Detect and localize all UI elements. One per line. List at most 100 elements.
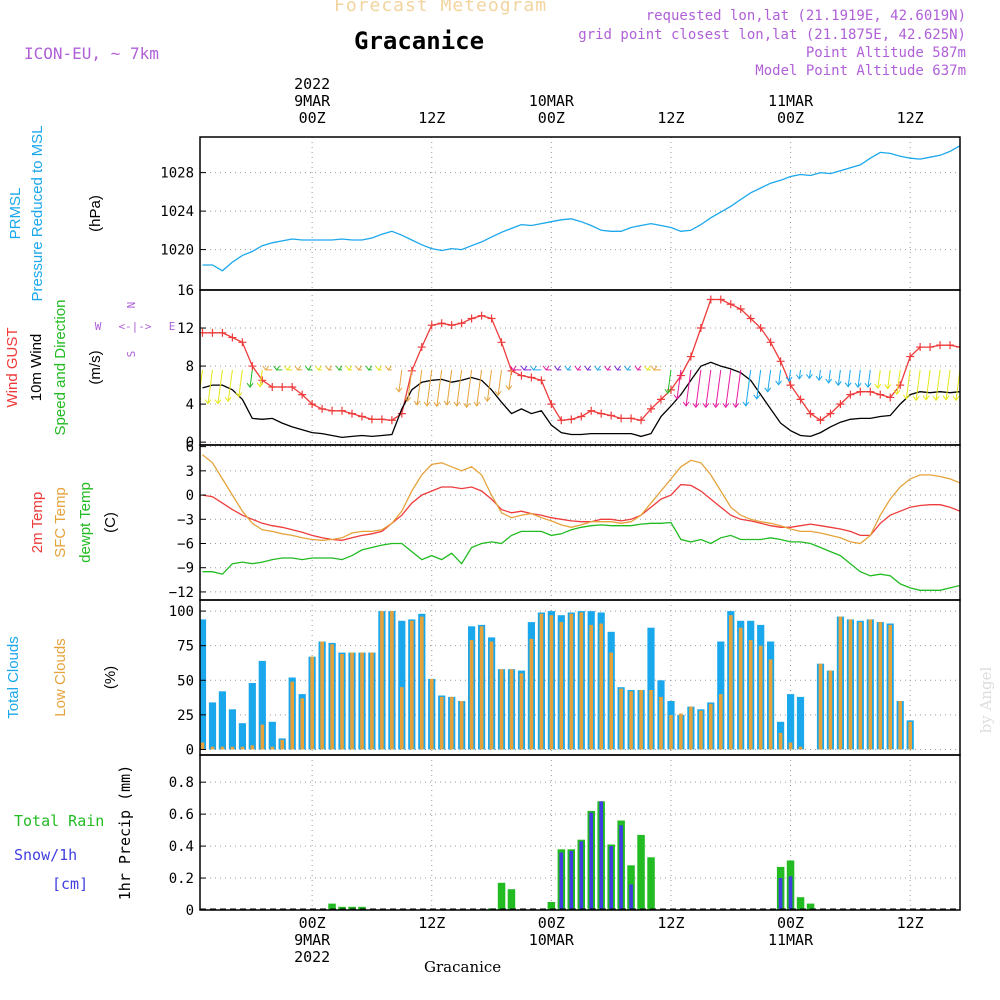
clouds-bar <box>599 623 603 750</box>
precip-bar <box>778 878 783 910</box>
clouds-bar <box>669 714 673 750</box>
gust-marker <box>926 343 935 352</box>
precip-bar <box>507 889 516 910</box>
top-time-label: 00Z <box>538 109 565 127</box>
temperature-ytick-label: 0 <box>186 488 194 504</box>
wind-arrow <box>847 369 851 387</box>
wind-arrow-head <box>742 401 750 407</box>
wind-arrow <box>837 369 841 386</box>
gust-marker <box>577 412 586 421</box>
precip-bar <box>589 812 593 910</box>
clouds-ytick-label: 25 <box>177 708 194 724</box>
wind-arrow <box>905 369 911 399</box>
gust-marker <box>736 305 745 314</box>
clouds-bar <box>210 746 215 750</box>
wind-arrow-head <box>433 402 441 408</box>
model-point-altitude: Model Point Altitude 637m <box>755 63 966 79</box>
clouds-bar <box>390 611 394 750</box>
clouds-bar <box>258 660 266 750</box>
clouds-bar <box>778 732 783 750</box>
wind-ytick-label: 0 <box>186 435 194 451</box>
clouds-bar <box>908 721 912 750</box>
wind-arrow-head <box>204 399 212 405</box>
precip-bar <box>358 906 366 910</box>
clouds-bar <box>888 624 892 750</box>
compass-horizontal: <-|-> <box>118 320 151 333</box>
gust-marker <box>427 321 436 330</box>
gust-marker <box>367 415 376 424</box>
clouds-bar <box>649 690 653 750</box>
clouds-bar <box>228 709 236 750</box>
temperature-ytick-label: −9 <box>177 561 194 577</box>
temperature-ytick-label: −3 <box>177 512 194 528</box>
gust-marker <box>318 404 327 413</box>
precip-frame <box>199 754 961 911</box>
wind-arrow-head <box>604 365 611 371</box>
gust-marker <box>786 381 795 390</box>
wind-arrow <box>788 369 792 382</box>
wind-arrow <box>735 369 742 408</box>
clouds-bar <box>330 644 334 750</box>
wind-arrow-head <box>795 374 803 380</box>
temperature-ylabel: 2m Temp <box>29 492 46 553</box>
legend-snow-unit: [cm] <box>52 875 88 893</box>
wind-arrow-head <box>805 373 813 380</box>
precip-bar <box>796 897 805 910</box>
wind-arrow-head <box>542 365 550 371</box>
wind-arrow <box>915 369 921 401</box>
wind-arrow-head <box>942 395 950 401</box>
wind-arrow-head <box>355 365 363 371</box>
clouds-bar <box>848 619 853 750</box>
precip-bar <box>629 884 633 910</box>
clouds-bar <box>768 659 773 750</box>
precip-bar <box>788 876 793 910</box>
wind-arrow <box>476 369 483 406</box>
wind-arrow-head <box>624 365 631 371</box>
gust-marker <box>487 314 496 323</box>
gust-marker <box>607 411 616 420</box>
clouds-bar <box>539 613 544 750</box>
clouds-bar <box>619 688 623 750</box>
gust-marker <box>338 406 347 415</box>
wind-arrow-head <box>365 365 373 371</box>
clouds-bar <box>459 701 464 750</box>
wind-arrow-head <box>214 399 222 405</box>
clouds-bar <box>509 669 514 750</box>
gust-marker <box>477 311 486 320</box>
clouds-bar <box>248 683 256 750</box>
clouds-bar <box>878 622 883 750</box>
point-altitude: Point Altitude 587m <box>805 45 966 61</box>
gust-marker <box>976 353 984 361</box>
precip-ytick-label: 0.8 <box>169 775 194 791</box>
precip-bar <box>497 882 506 910</box>
precip-ytick-label: 0.6 <box>169 807 194 823</box>
wind-arrow-head <box>682 401 690 407</box>
clouds-bar <box>579 612 584 750</box>
gust-marker <box>527 373 536 382</box>
wind-arrow <box>259 369 263 387</box>
gust-marker <box>348 409 356 418</box>
wind-arrow-head <box>564 365 572 371</box>
wind-ytick-label: 8 <box>186 359 194 375</box>
gust-marker <box>916 343 925 352</box>
precip-bar <box>599 801 603 910</box>
compass-south: S <box>125 351 138 358</box>
clouds-bar <box>479 626 484 750</box>
gust-marker <box>587 406 596 415</box>
gust-marker <box>776 357 785 366</box>
wind-arrow <box>725 369 732 408</box>
wind-arrow-head <box>384 365 392 371</box>
wind-arrow-head <box>283 365 291 371</box>
bottom-time-label: 2022 <box>294 948 330 966</box>
top-time-label: 00Z <box>777 109 804 127</box>
gust-marker <box>397 409 406 418</box>
clouds-bar <box>709 703 713 750</box>
model-name: ICON-EU, ~ 7km <box>24 44 159 63</box>
wind-arrow-head <box>304 365 312 371</box>
clouds-bar <box>788 742 793 750</box>
bottom-time-label: 00Z <box>538 914 565 932</box>
wind-arrow-head <box>912 395 920 402</box>
wind-arrow <box>398 369 403 392</box>
clouds-bar <box>200 619 207 750</box>
clouds-ylabel: (%) <box>102 666 119 689</box>
